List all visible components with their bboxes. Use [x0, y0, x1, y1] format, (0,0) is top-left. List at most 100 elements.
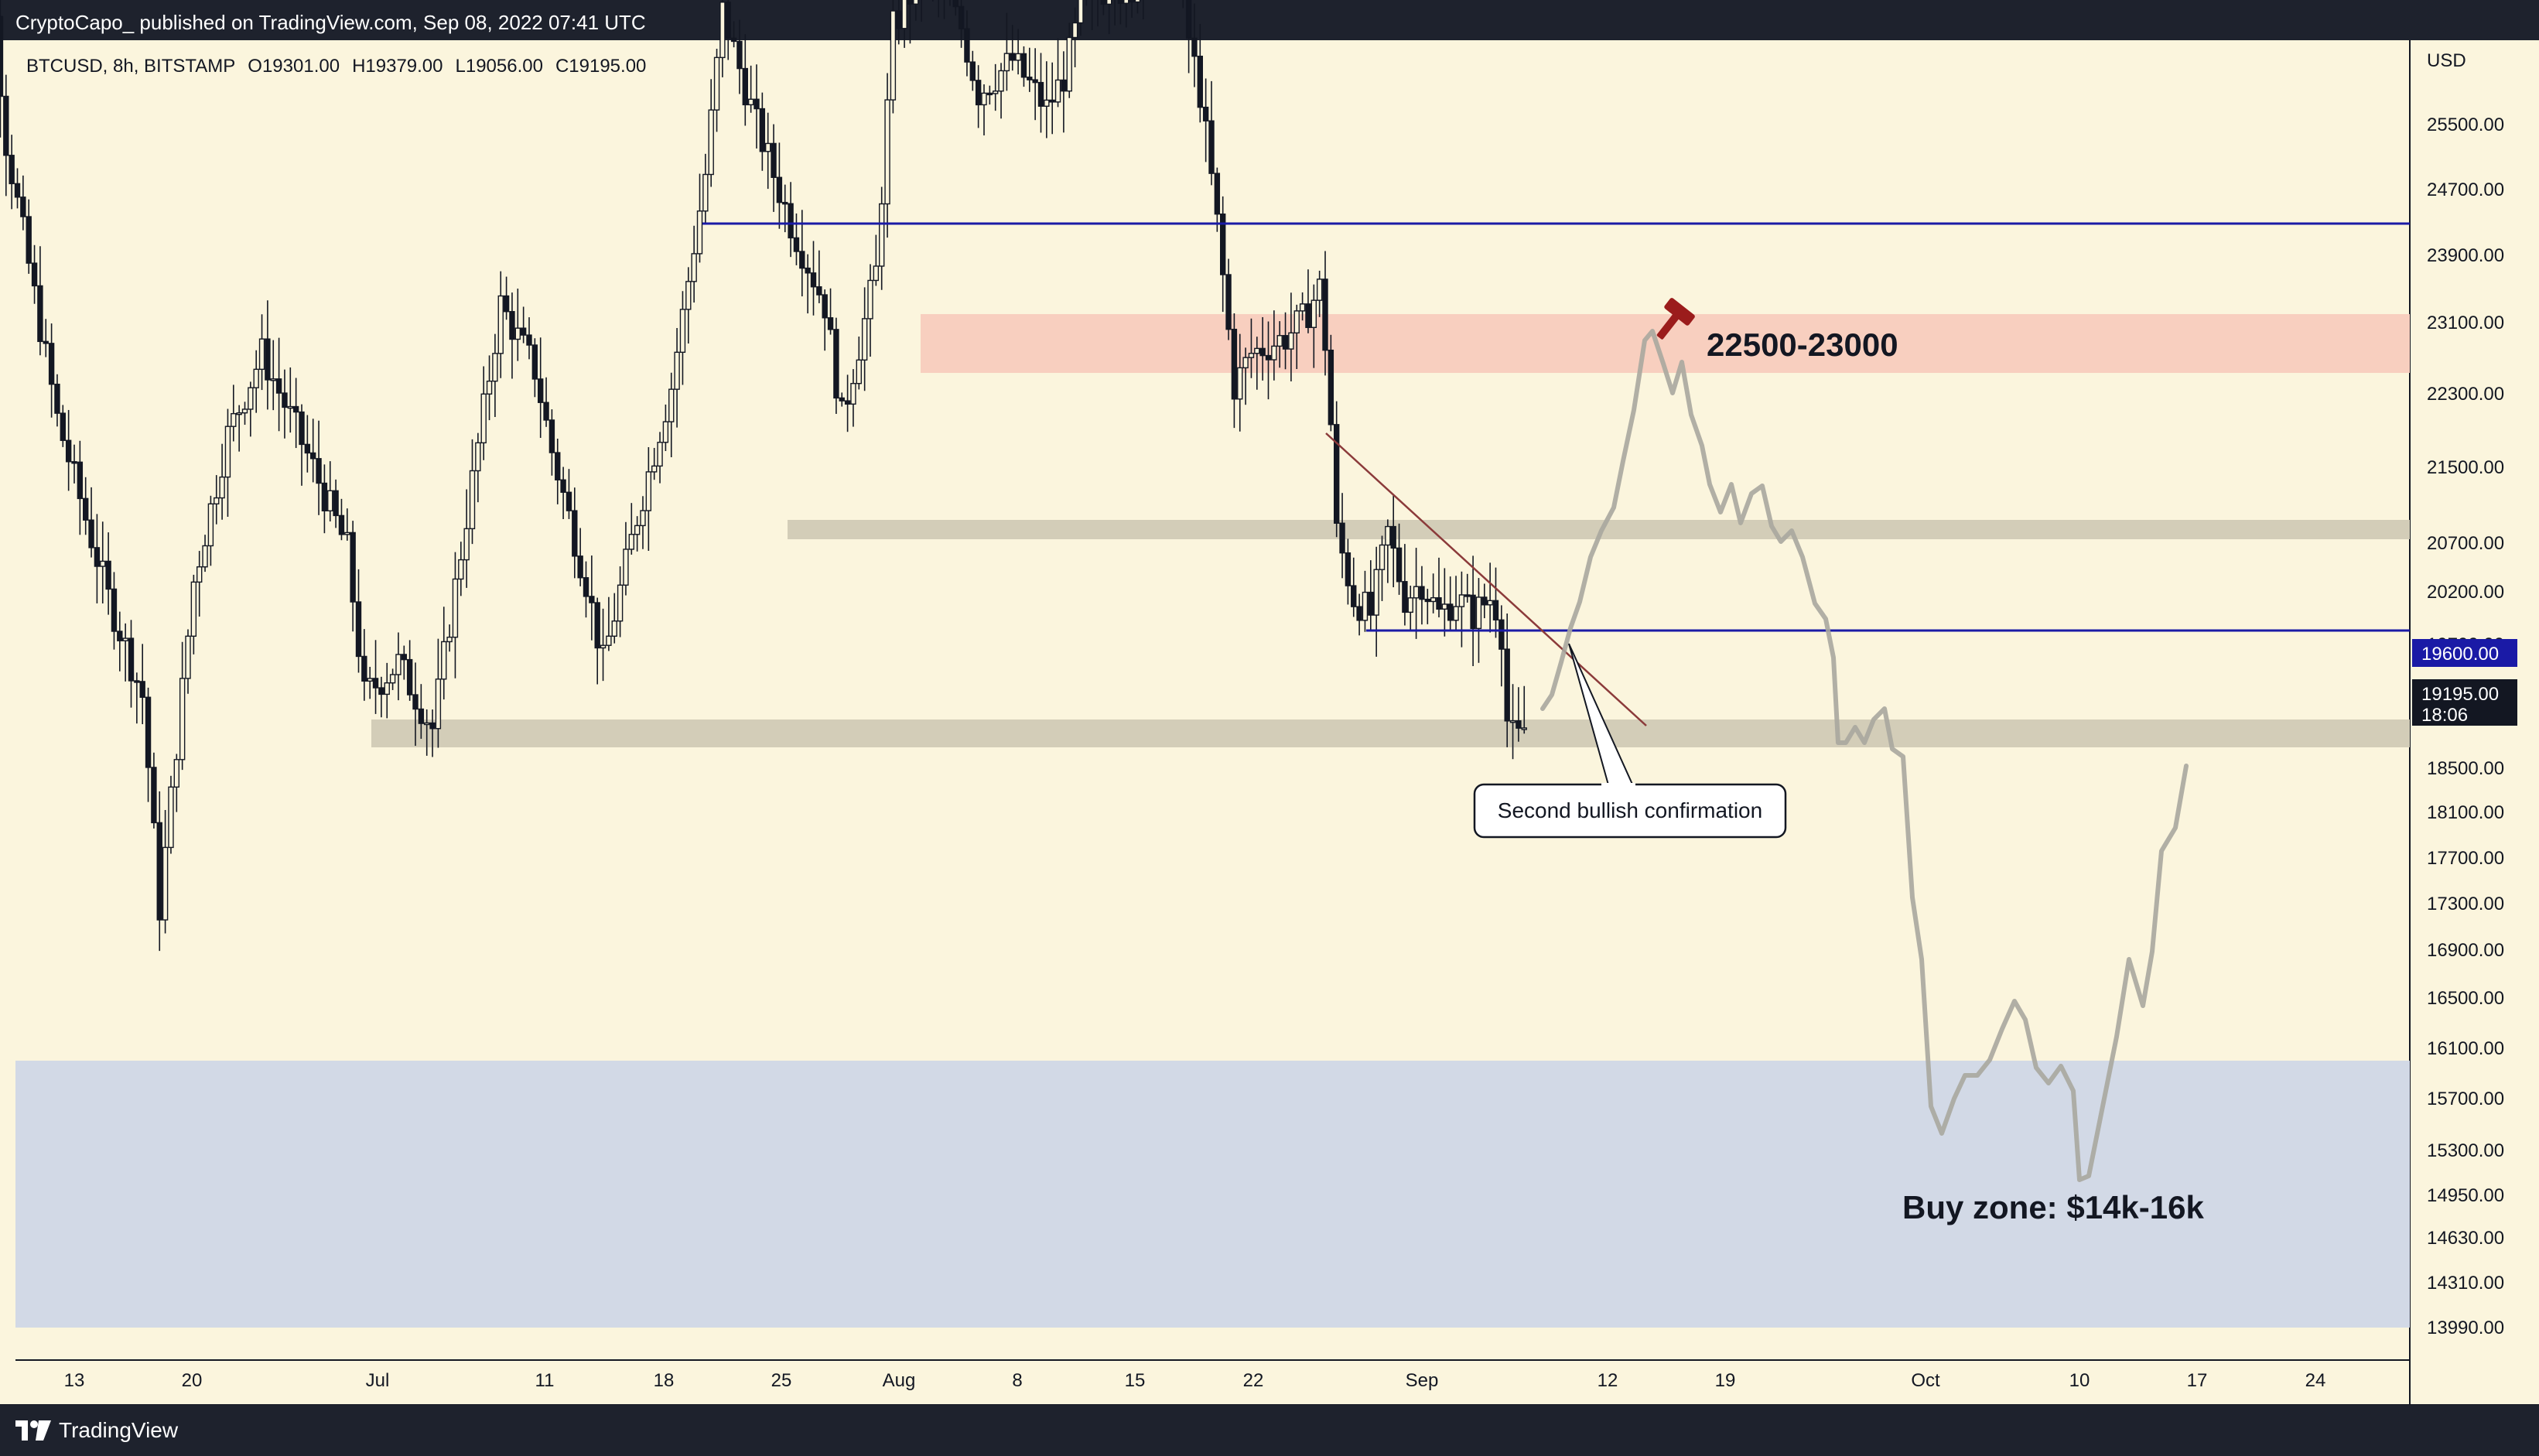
price-tick: 15300.00	[2427, 1140, 2504, 1161]
legend-low: L19056.00	[456, 56, 543, 77]
candle-down	[111, 588, 118, 632]
candle-down	[1037, 81, 1044, 107]
candle-down	[1197, 56, 1204, 108]
price-chart[interactable]: USD 25500.00 24700.00 23900.00 23100.00 22300…	[0, 0, 2539, 1405]
legend-high: H19379.00	[352, 56, 443, 77]
candle-down	[418, 708, 425, 724]
candle-up	[1293, 310, 1300, 333]
candle-down	[139, 681, 145, 698]
candle-up	[662, 421, 669, 443]
candle-up	[514, 327, 521, 340]
candle-up	[873, 265, 880, 282]
candle-down	[759, 108, 766, 152]
candle-down	[134, 680, 140, 683]
candle-up	[1015, 53, 1021, 61]
candle-down	[48, 343, 55, 385]
candle-up	[640, 510, 646, 527]
candle-up	[446, 636, 453, 643]
candle-up	[713, 56, 720, 111]
candle-down	[1061, 79, 1067, 92]
candle-up	[1521, 727, 1527, 730]
candle-up	[1441, 603, 1448, 610]
candle-up	[691, 253, 697, 282]
footer-bar: TradingView	[0, 1405, 2539, 1456]
candle-up	[992, 91, 999, 94]
candle-up	[1407, 597, 1413, 614]
tradingview-logo-icon	[15, 1420, 51, 1441]
candle-up	[651, 465, 658, 473]
date-tick: 25	[771, 1370, 792, 1391]
date-tick: 11	[535, 1370, 555, 1391]
candle-up	[1316, 279, 1323, 301]
candle-down	[321, 482, 328, 511]
candle-up	[765, 142, 771, 152]
candle-down	[105, 560, 111, 590]
candle-down	[566, 491, 572, 511]
date-tick: 10	[2069, 1370, 2090, 1391]
candle-down	[316, 458, 322, 484]
candle-down	[128, 637, 135, 682]
candle-down	[378, 687, 384, 696]
zone-buy-zone	[15, 1061, 2410, 1328]
candle-down	[1356, 606, 1362, 621]
candle-down	[3, 95, 9, 156]
candle-down	[1185, 0, 1192, 39]
candle-up	[1237, 367, 1243, 400]
candle-down	[896, 10, 902, 29]
candle-down	[412, 694, 419, 710]
candle-up	[1373, 569, 1379, 616]
date-tick: 13	[64, 1370, 85, 1391]
candle-down	[1305, 303, 1311, 328]
candle-down	[839, 397, 845, 402]
legend-symbol: BTCUSD, 8h, BITSTAMP	[26, 56, 235, 77]
candle-up	[270, 378, 276, 381]
candle-down	[810, 272, 817, 288]
candle-down	[742, 67, 748, 106]
date-tick: 15	[1125, 1370, 1146, 1391]
price-tick: 14630.00	[2427, 1228, 2504, 1249]
tradingview-brand[interactable]: TradingView	[15, 1418, 178, 1442]
publisher-bar: CryptoCapo_ published on TradingView.com…	[0, 0, 2539, 40]
price-tick: 20700.00	[2427, 533, 2504, 554]
candle-down	[20, 197, 26, 217]
candle-down	[156, 822, 162, 921]
candle-up	[1271, 345, 1277, 361]
candle-up	[1385, 525, 1391, 546]
candle-up	[634, 525, 641, 535]
candle-up	[452, 578, 459, 638]
price-tick: 23900.00	[2427, 245, 2504, 266]
candle-down	[736, 40, 743, 70]
candle-up	[861, 318, 868, 361]
price-tick: 23100.00	[2427, 313, 2504, 333]
level-price-label: 19600.00	[2421, 644, 2499, 665]
candle-down	[1214, 173, 1221, 215]
buy-zone-label: Buy zone: $14k-16k	[1902, 1189, 2204, 1225]
candle-up	[224, 426, 231, 478]
candle-up	[469, 470, 476, 530]
candle-up	[1288, 332, 1294, 350]
candle-down	[0, 15, 4, 97]
candle-down	[1208, 120, 1215, 174]
candle-down	[531, 344, 538, 380]
callout-text: Second bullish confirmation	[1498, 798, 1762, 822]
candle-up	[1003, 53, 1010, 72]
candle-down	[560, 479, 566, 493]
candle-up	[867, 279, 873, 320]
candle-down	[1265, 354, 1272, 361]
candle-down	[1419, 586, 1425, 600]
candle-down	[151, 767, 157, 824]
candle-down	[1282, 335, 1289, 350]
price-tick: 24700.00	[2427, 179, 2504, 200]
candle-up	[492, 353, 498, 382]
candle-down	[572, 510, 578, 557]
candle-down	[969, 61, 976, 81]
candle-down	[1322, 279, 1328, 351]
candle-up	[384, 682, 390, 696]
candle-down	[753, 98, 760, 110]
candle-down	[1328, 349, 1334, 426]
candle-up	[435, 678, 442, 730]
candle-up	[1123, 0, 1129, 4]
candle-up	[219, 476, 225, 499]
candle-down	[1390, 525, 1396, 549]
candle-down	[1351, 585, 1357, 607]
